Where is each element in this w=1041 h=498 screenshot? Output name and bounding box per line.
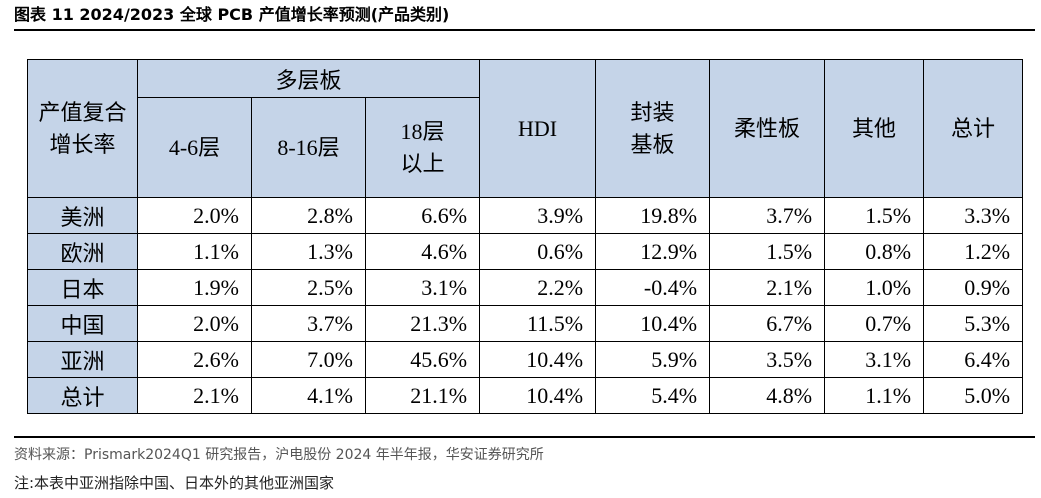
table-cell: 2.1% — [709, 269, 826, 306]
table-cell: 3.7% — [251, 305, 366, 342]
table-row: 中国 2.0% 3.7% 21.3% 11.5% 10.4% 6.7% 0.7% 5.3% — [27, 305, 1024, 342]
figure-title: 图表 11 2024/2023 全球 PCB 产值增长率预测(产品类别) — [14, 5, 450, 24]
table-cell: 1.3% — [251, 233, 366, 270]
table-cell: -0.4% — [595, 269, 711, 306]
table-cell: 2.0% — [137, 305, 252, 342]
table-row: 总计 2.1% 4.1% 21.1% 10.4% 5.4% 4.8% 1.1% 5.0% — [27, 377, 1024, 414]
table-cell: 1.2% — [923, 233, 1024, 270]
table-cell: 3.7% — [709, 197, 826, 234]
table-cell: 21.3% — [364, 305, 481, 342]
table-cell: 6.4% — [923, 341, 1024, 378]
row-region-label: 总计 — [27, 377, 138, 414]
table-cell: 2.0% — [137, 197, 252, 234]
table-cell: 3.5% — [709, 341, 826, 378]
table-cell: 12.9% — [595, 233, 711, 270]
header-total: 总计 — [923, 59, 1024, 198]
subheader-4-6: 4-6层 — [137, 97, 252, 198]
top-rule — [14, 29, 1035, 31]
source-note: 资料来源：Prismark2024Q1 研究报告，沪电股份 2024 年半年报，… — [14, 447, 544, 463]
table-cell: 6.6% — [364, 197, 481, 234]
table-cell: 1.5% — [709, 233, 826, 270]
table-cell: 1.1% — [137, 233, 252, 270]
table-cell: 0.7% — [824, 305, 925, 342]
row-region-label: 欧洲 — [27, 233, 138, 270]
row-region-label: 中国 — [27, 305, 138, 342]
table-cell: 2.2% — [479, 269, 597, 306]
table-cell: 1.1% — [824, 377, 925, 414]
table-cell: 3.9% — [479, 197, 597, 234]
table-cell: 0.8% — [824, 233, 925, 270]
corner-header: 产值复合 增长率 — [27, 59, 138, 198]
header-other: 其他 — [824, 59, 925, 198]
table-cell: 2.8% — [251, 197, 366, 234]
table-cell: 6.7% — [709, 305, 826, 342]
table-cell: 10.4% — [595, 305, 711, 342]
table-cell: 5.0% — [923, 377, 1024, 414]
row-region-label: 日本 — [27, 269, 138, 306]
table-cell: 3.3% — [923, 197, 1024, 234]
row-region-label: 美洲 — [27, 197, 138, 234]
table-cell: 7.0% — [251, 341, 366, 378]
table-cell: 11.5% — [479, 305, 597, 342]
table-cell: 3.1% — [824, 341, 925, 378]
header-substrate: 封装 基板 — [595, 59, 711, 198]
table-row: 美洲 2.0% 2.8% 6.6% 3.9% 19.8% 3.7% 1.5% 3.3% — [27, 197, 1024, 234]
table-cell: 2.5% — [251, 269, 366, 306]
table-row: 亚洲 2.6% 7.0% 45.6% 10.4% 5.9% 3.5% 3.1% 6.4% — [27, 341, 1024, 378]
table-cell: 5.3% — [923, 305, 1024, 342]
multilayer-group-header: 多层板 — [136, 59, 481, 98]
table-cell: 0.9% — [923, 269, 1024, 306]
table-cell: 1.0% — [824, 269, 925, 306]
growth-rate-table: 产值复合 增长率 多层板 HDI 封装 基板 柔性板 其他 总计 4-6层 8-… — [27, 59, 1024, 414]
table-cell: 10.4% — [479, 341, 597, 378]
table-cell: 5.9% — [595, 341, 711, 378]
table-cell: 4.1% — [251, 377, 366, 414]
table-cell: 1.5% — [824, 197, 925, 234]
bottom-rule — [14, 436, 1035, 438]
header-hdi: HDI — [479, 59, 597, 198]
footnote: 注:本表中亚洲指除中国、日本外的其他亚洲国家 — [14, 474, 335, 492]
table-cell: 2.6% — [137, 341, 252, 378]
subheader-18-plus: 18层 以上 — [364, 97, 481, 198]
table-cell: 1.9% — [137, 269, 252, 306]
table-cell: 4.6% — [364, 233, 481, 270]
table-cell: 0.6% — [479, 233, 597, 270]
table-cell: 3.1% — [364, 269, 481, 306]
header-flex: 柔性板 — [709, 59, 826, 198]
table-cell: 10.4% — [479, 377, 597, 414]
table-row: 欧洲 1.1% 1.3% 4.6% 0.6% 12.9% 1.5% 0.8% 1.2% — [27, 233, 1024, 270]
table-cell: 5.4% — [595, 377, 711, 414]
row-region-label: 亚洲 — [27, 341, 138, 378]
table-cell: 4.8% — [709, 377, 826, 414]
table-cell: 2.1% — [137, 377, 252, 414]
table-cell: 45.6% — [364, 341, 481, 378]
table-cell: 21.1% — [364, 377, 481, 414]
subheader-8-16: 8-16层 — [251, 97, 366, 198]
table-row: 日本 1.9% 2.5% 3.1% 2.2% -0.4% 2.1% 1.0% 0.9% — [27, 269, 1024, 306]
table-cell: 19.8% — [595, 197, 711, 234]
